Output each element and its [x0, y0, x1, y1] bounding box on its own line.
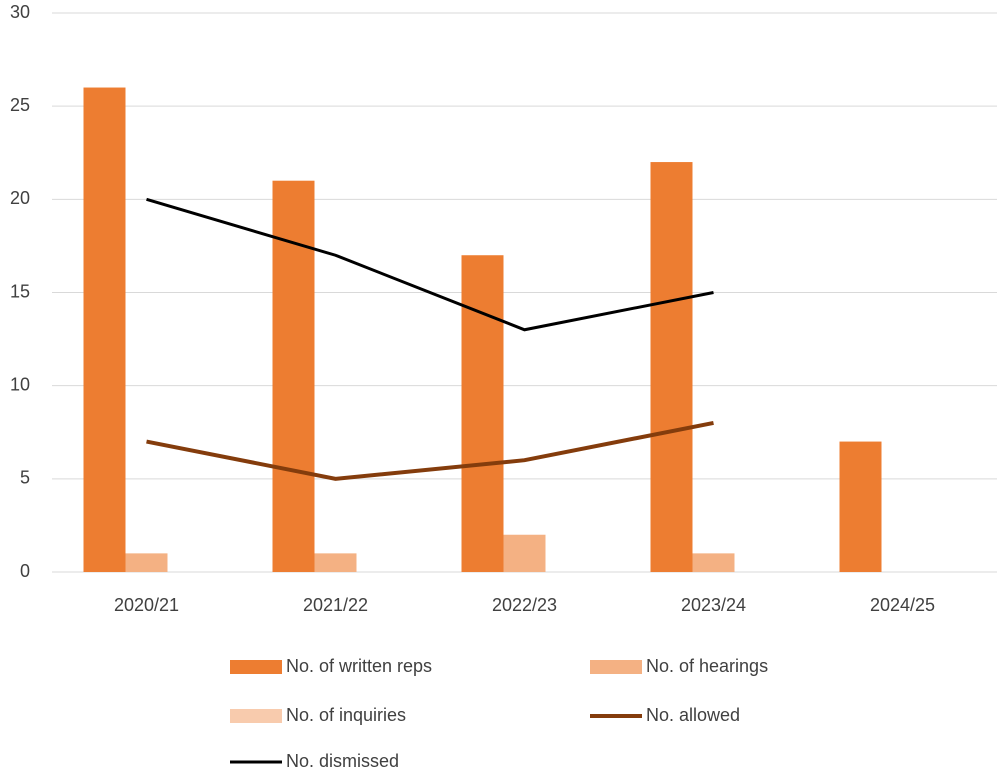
bar	[839, 441, 882, 572]
y-tick-label: 10	[10, 374, 30, 394]
legend-label: No. of hearings	[646, 656, 768, 676]
y-tick-label: 25	[10, 95, 30, 115]
x-tick-label: 2021/22	[303, 595, 368, 615]
x-tick-label: 2020/21	[114, 595, 179, 615]
y-tick-label: 0	[20, 561, 30, 581]
line	[146, 420, 714, 481]
legend-label: No. allowed	[646, 705, 740, 725]
y-tick-label: 20	[10, 188, 30, 208]
bar	[650, 162, 693, 573]
y-tick-label: 30	[10, 2, 30, 22]
bar	[461, 255, 504, 572]
legend-swatch	[590, 660, 642, 674]
legend-label: No. of inquiries	[286, 705, 406, 725]
x-tick-label: 2024/25	[870, 595, 935, 615]
bar	[503, 534, 546, 572]
legend-label: No. dismissed	[286, 751, 399, 771]
bar	[314, 553, 357, 572]
y-tick-label: 5	[20, 468, 30, 488]
x-tick-label: 2022/23	[492, 595, 557, 615]
legend-swatch	[230, 709, 282, 723]
legend-label: No. of written reps	[286, 656, 432, 676]
bar	[692, 553, 735, 572]
legend-swatch	[230, 660, 282, 674]
line	[146, 197, 714, 332]
y-tick-label: 15	[10, 281, 30, 301]
bar	[125, 553, 168, 572]
bar	[83, 87, 126, 573]
x-tick-label: 2023/24	[681, 595, 746, 615]
